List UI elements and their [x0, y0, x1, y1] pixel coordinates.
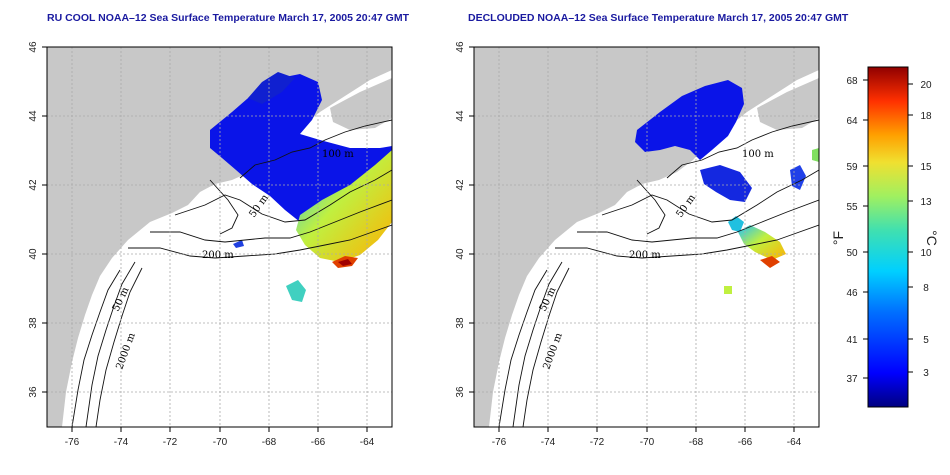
- lon-tick: -68: [689, 437, 704, 448]
- sst-cold-north: [248, 72, 295, 104]
- left-lat-ticks: [42, 46, 47, 393]
- colorbar-c-ticks: [908, 83, 913, 373]
- lon-tick: -64: [787, 437, 802, 448]
- right-lon-ticks: [498, 427, 795, 432]
- contour-label-200m: 200 m: [629, 250, 661, 261]
- bathymetry-contours: [498, 119, 819, 427]
- colorbar-c-tick: 20: [920, 80, 932, 91]
- lon-tick: -70: [213, 437, 228, 448]
- lat-tick: 38: [455, 317, 466, 329]
- lat-tick: 36: [455, 386, 466, 398]
- sst-yellow-fleck: [724, 286, 732, 294]
- right-map-panel: 100 m 50 m 200 m 50 m 2000 m -76 -74 -72…: [455, 41, 820, 448]
- lat-lon-grid: [47, 47, 392, 427]
- right-lat-ticks: [469, 46, 474, 393]
- lat-tick: 46: [455, 41, 466, 53]
- colorbar-c-tick: 3: [923, 368, 929, 379]
- sst-hot-spot: [760, 256, 780, 268]
- land-mass: [474, 47, 819, 427]
- colorbar-f-tick: 68: [846, 76, 858, 87]
- left-lon-ticks: [71, 427, 368, 432]
- colorbar-c-tick: 8: [923, 283, 929, 294]
- lat-tick: 40: [455, 248, 466, 260]
- sst-hot-core: [338, 259, 352, 266]
- lat-tick: 44: [28, 110, 39, 122]
- lon-tick: -74: [114, 437, 129, 448]
- lon-tick: -74: [541, 437, 556, 448]
- contour-label-200m: 200 m: [202, 250, 234, 261]
- colorbar-f-tick: 55: [846, 202, 858, 213]
- colorbar-c-tick: 10: [920, 248, 932, 259]
- lon-tick: -76: [65, 437, 80, 448]
- lat-tick: 36: [28, 386, 39, 398]
- lon-tick: -66: [738, 437, 753, 448]
- colorbar-f-tick: 46: [846, 288, 858, 299]
- temperature-colorbar: 68 64 59 55 50 46 41 37 20 18 15 13 10 8…: [830, 66, 940, 408]
- colorbar-gradient: [867, 66, 909, 408]
- lon-tick: -68: [262, 437, 277, 448]
- colorbar-c-tick: 13: [920, 197, 932, 208]
- lon-tick: -66: [311, 437, 326, 448]
- bathymetry-contours: [71, 119, 392, 427]
- lon-tick: -70: [640, 437, 655, 448]
- contour-label-100m: 100 m: [322, 149, 354, 160]
- lat-tick: 42: [28, 179, 39, 191]
- colorbar-f-tick: 59: [846, 162, 858, 173]
- celsius-unit-label: °C: [924, 230, 940, 246]
- contour-label-100m: 100 m: [742, 149, 774, 160]
- lat-tick: 46: [28, 41, 39, 53]
- sst-eddy: [286, 280, 306, 302]
- lon-tick: -76: [492, 437, 507, 448]
- land-mass: [47, 47, 392, 427]
- colorbar-c-tick: 5: [923, 335, 929, 346]
- lat-lon-grid: [474, 47, 819, 427]
- right-map-title: DECLOUDED NOAA–12 Sea Surface Temperatur…: [468, 12, 849, 24]
- left-map-title: RU COOL NOAA–12 Sea Surface Temperature …: [47, 12, 410, 24]
- sst-small-cold: [233, 240, 244, 248]
- fahrenheit-unit-label: °F: [830, 231, 846, 245]
- lat-tick: 44: [455, 110, 466, 122]
- colorbar-c-tick: 15: [920, 162, 932, 173]
- nova-scotia-land: [757, 78, 819, 130]
- colorbar-f-tick: 37: [846, 374, 858, 385]
- colorbar-f-tick: 41: [846, 335, 858, 346]
- colorbar-c-tick: 18: [920, 111, 932, 122]
- lat-tick: 42: [455, 179, 466, 191]
- lat-tick: 38: [28, 317, 39, 329]
- lat-tick: 40: [28, 248, 39, 260]
- sst-warm-slope: [738, 225, 786, 260]
- colorbar-f-tick: 64: [846, 116, 858, 127]
- lon-tick: -72: [590, 437, 605, 448]
- left-map-panel: 100 m 50 m 200 m 50 m 2000 m -76 -74 -72…: [28, 41, 393, 448]
- colorbar-f-tick: 50: [846, 248, 858, 259]
- lon-tick: -72: [163, 437, 178, 448]
- colorbar-f-ticks: [863, 79, 868, 379]
- sst-cold-gulf-of-maine: [635, 80, 744, 160]
- sst-green-east: [812, 148, 819, 162]
- sst-cold-shelf: [700, 165, 752, 202]
- lon-tick: -64: [360, 437, 375, 448]
- nova-scotia-land: [330, 78, 392, 130]
